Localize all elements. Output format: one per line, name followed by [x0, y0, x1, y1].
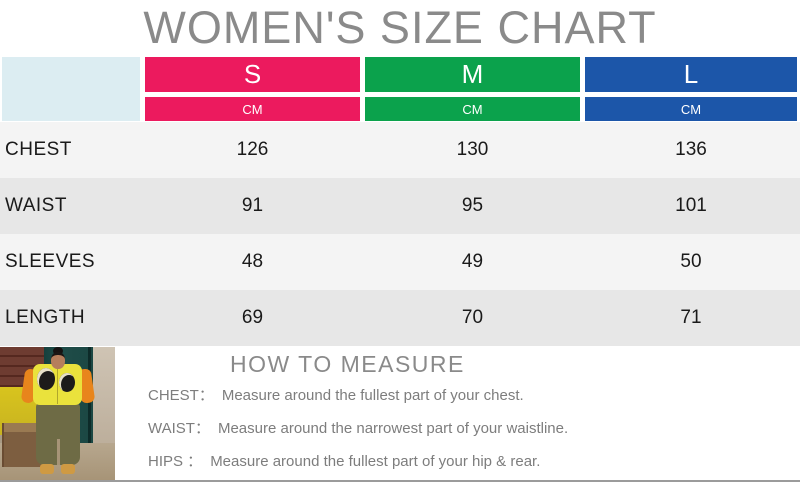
table-row-waist: WAIST 91 95 101 — [0, 178, 800, 234]
size-header-l: L — [585, 57, 797, 92]
size-value: 101 — [675, 195, 707, 216]
unit-cell-l: CM — [585, 97, 797, 121]
boot-right — [61, 464, 75, 474]
boot-left — [40, 464, 54, 474]
size-value: 126 — [236, 139, 269, 160]
measure-text: Measure around the fullest part of your … — [210, 453, 541, 470]
hoodie-zipper — [57, 366, 58, 404]
page-title: WOMEN'S SIZE CHART — [143, 2, 657, 53]
model-photo — [0, 347, 115, 480]
hair-bun — [53, 347, 63, 355]
row-label: WAIST — [5, 195, 67, 216]
table-row-length: LENGTH 69 70 71 — [0, 290, 800, 346]
measure-item-waist: WAIST： Measure around the narrowest part … — [148, 419, 568, 439]
pants-gap — [57, 439, 60, 465]
how-to-measure-section: HOW TO MEASURE CHEST： Measure around the … — [0, 347, 800, 480]
size-table-header: S M L CM CM CM — [2, 57, 797, 121]
face-print-left — [37, 368, 55, 390]
measure-item-hips: HIPS ： Measure around the fullest part of… — [148, 452, 568, 472]
size-value: 69 — [241, 307, 264, 328]
size-value: 71 — [680, 307, 702, 328]
size-value: 136 — [675, 139, 707, 160]
size-value: 95 — [461, 195, 484, 216]
how-to-measure-heading: HOW TO MEASURE — [230, 351, 465, 377]
wooden-cube — [2, 423, 42, 467]
measure-label: CHEST： — [148, 387, 214, 404]
corner-cell — [2, 57, 140, 121]
measure-label: WAIST： — [148, 420, 210, 437]
size-value: 48 — [241, 251, 264, 272]
face-print-right — [59, 373, 75, 392]
right-wall — [93, 347, 115, 447]
size-value: 49 — [461, 251, 484, 272]
bottom-divider — [0, 480, 800, 482]
size-value: 50 — [680, 251, 702, 272]
table-row-chest: CHEST 126 130 136 — [0, 122, 800, 178]
size-value: 91 — [241, 195, 264, 216]
row-label: LENGTH — [5, 307, 86, 328]
measure-item-chest: CHEST： Measure around the fullest part of… — [148, 386, 568, 406]
model-head — [51, 352, 65, 369]
measure-text: Measure around the fullest part of your … — [221, 387, 524, 404]
size-value: 130 — [456, 139, 489, 160]
unit-cell-s: CM — [145, 97, 360, 121]
row-label: CHEST — [5, 139, 72, 160]
measure-label: HIPS ： — [148, 453, 203, 470]
size-header-s: S — [145, 57, 360, 92]
row-label: SLEEVES — [5, 251, 96, 272]
measure-text: Measure around the narrowest part of you… — [217, 420, 569, 437]
size-table-body: CHEST 126 130 136 WAIST 91 95 101 SLEEVE… — [0, 122, 800, 346]
unit-cell-m: CM — [365, 97, 580, 121]
measure-instructions: CHEST： Measure around the fullest part of… — [148, 386, 568, 485]
size-value: 70 — [461, 307, 484, 328]
size-header-m: M — [365, 57, 580, 92]
table-row-sleeves: SLEEVES 48 49 50 — [0, 234, 800, 290]
